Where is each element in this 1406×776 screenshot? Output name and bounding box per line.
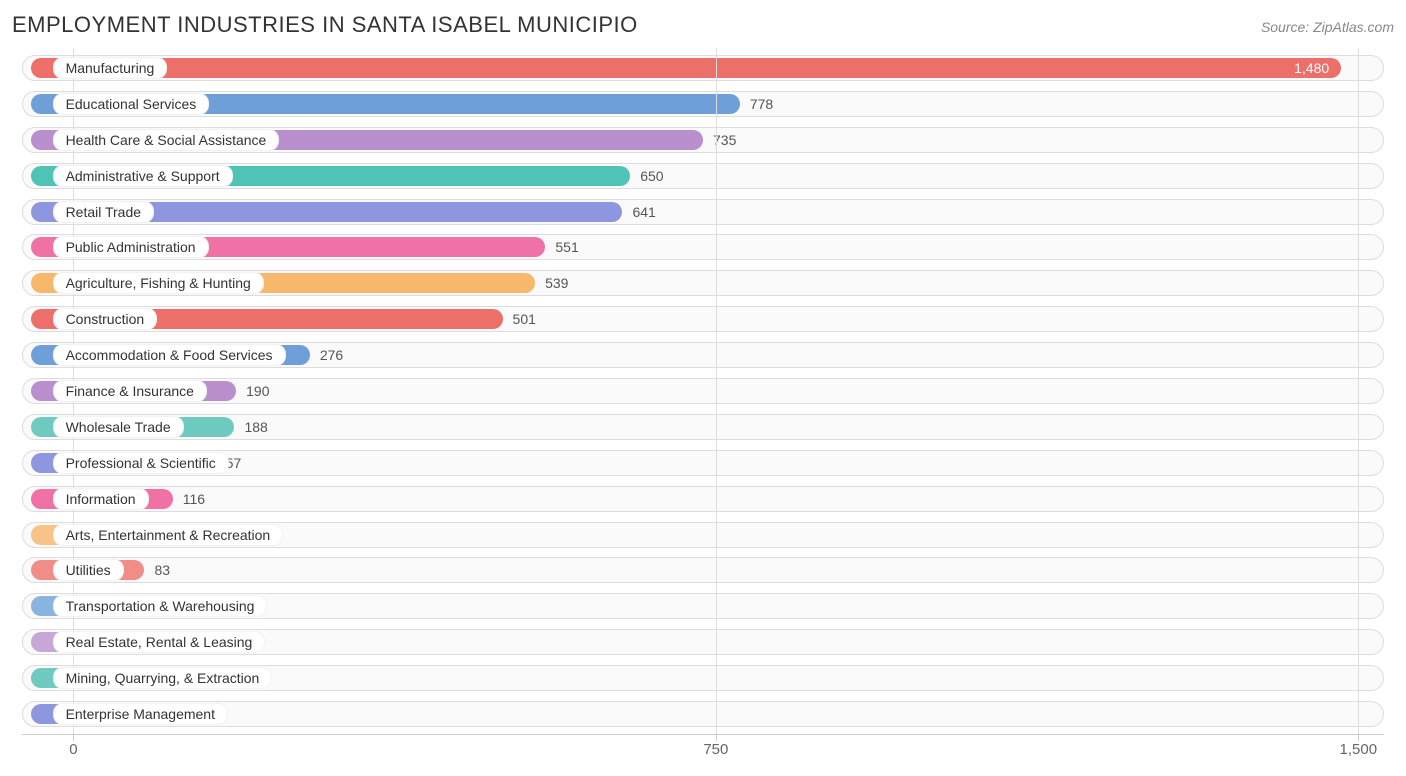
bar-label: Educational Services — [53, 93, 210, 115]
bar-cap-icon — [33, 274, 47, 292]
bar-row: Manufacturing 1,480 — [22, 53, 1384, 83]
bar-value: 778 — [750, 96, 773, 112]
bar-label: Public Administration — [53, 236, 209, 258]
bar-row: Agriculture, Fishing & Hunting 539 — [22, 268, 1384, 298]
bar-row: Wholesale Trade 188 — [22, 412, 1384, 442]
bar-cap-icon — [33, 131, 47, 149]
bar-row: Arts, Entertainment & Recreation89 — [22, 520, 1384, 550]
gridline — [1358, 48, 1359, 734]
x-axis: 0 750 1,500 — [22, 734, 1384, 768]
bar-label: Retail Trade — [53, 201, 154, 223]
chart-area: Manufacturing 1,480 Educational Services 77… — [12, 48, 1394, 768]
bar-label: Accommodation & Food Services — [53, 344, 286, 366]
bar-label: Mining, Quarrying, & Extraction — [53, 667, 273, 689]
chart-source: Source: ZipAtlas.com — [1261, 19, 1394, 35]
bar-cap-icon — [33, 95, 47, 113]
bar-cap-icon — [33, 346, 47, 364]
bar-label: Agriculture, Fishing & Hunting — [53, 272, 264, 294]
bar-cap-icon — [33, 633, 47, 651]
bar-value: 650 — [640, 168, 663, 184]
bar-label: Utilities — [53, 559, 124, 581]
bar-fill — [31, 58, 1342, 78]
chart-title: EMPLOYMENT INDUSTRIES IN SANTA ISABEL MU… — [12, 12, 638, 38]
bar-label: Enterprise Management — [53, 703, 228, 725]
chart-bars: Manufacturing 1,480 Educational Services 77… — [22, 48, 1384, 734]
bar-label: Information — [53, 488, 149, 510]
bar-cap-icon — [33, 418, 47, 436]
chart-header: EMPLOYMENT INDUSTRIES IN SANTA ISABEL MU… — [12, 12, 1394, 38]
bar-row: Professional & Scientific157 — [22, 448, 1384, 478]
bar-cap-icon — [33, 669, 47, 687]
bar-value: 276 — [320, 347, 343, 363]
bar-value: 551 — [555, 239, 578, 255]
bar-value: 501 — [513, 311, 536, 327]
bar-label: Wholesale Trade — [53, 416, 184, 438]
gridline — [716, 48, 717, 734]
bar-label: Administrative & Support — [53, 165, 233, 187]
bar-label: Professional & Scientific — [53, 452, 229, 474]
bar-row: Educational Services 778 — [22, 89, 1384, 119]
bar-row: Retail Trade 641 — [22, 197, 1384, 227]
bar-label: Finance & Insurance — [53, 380, 207, 402]
bar-cap-icon — [33, 454, 47, 472]
bar-row: Enterprise Management0 — [22, 699, 1384, 729]
bar-cap-icon — [33, 705, 47, 723]
bar-value: 190 — [246, 383, 269, 399]
bar-row: Administrative & Support 650 — [22, 161, 1384, 191]
bar-value: 641 — [632, 204, 655, 220]
bar-cap-icon — [33, 526, 47, 544]
bar-cap-icon — [33, 167, 47, 185]
bar-cap-icon — [33, 59, 47, 77]
bar-label: Real Estate, Rental & Leasing — [53, 631, 266, 653]
bar-label: Transportation & Warehousing — [53, 595, 268, 617]
bar-row: Public Administration 551 — [22, 232, 1384, 262]
bar-row: Utilities 83 — [22, 555, 1384, 585]
x-tick-label: 1,500 — [1340, 741, 1378, 758]
bar-label: Manufacturing — [53, 57, 168, 79]
bar-track — [22, 486, 1384, 512]
bar-value: 188 — [244, 419, 267, 435]
bar-value: 539 — [545, 275, 568, 291]
bar-value: 1,480 — [1294, 60, 1329, 76]
chart-plot: Manufacturing 1,480 Educational Services 77… — [22, 48, 1384, 734]
bar-row: Real Estate, Rental & Leasing36 — [22, 627, 1384, 657]
bar-cap-icon — [33, 238, 47, 256]
bar-cap-icon — [33, 382, 47, 400]
bar-label: Arts, Entertainment & Recreation — [53, 524, 284, 546]
bar-track — [22, 557, 1384, 583]
bar-row: Accommodation & Food Services 276 — [22, 340, 1384, 370]
bar-label: Construction — [53, 308, 158, 330]
bar-cap-icon — [33, 310, 47, 328]
bar-row: Health Care & Social Assistance735 — [22, 125, 1384, 155]
bar-label: Health Care & Social Assistance — [53, 129, 280, 151]
bar-cap-icon — [33, 490, 47, 508]
bar-row: Construction 501 — [22, 304, 1384, 334]
bar-value: 83 — [154, 562, 170, 578]
bar-row: Finance & Insurance 190 — [22, 376, 1384, 406]
bar-row: Information 116 — [22, 484, 1384, 514]
bar-row: Transportation & Warehousing55 — [22, 591, 1384, 621]
bar-value: 116 — [183, 491, 205, 507]
bar-cap-icon — [33, 561, 47, 579]
bar-cap-icon — [33, 203, 47, 221]
x-tick-label: 0 — [69, 741, 77, 758]
x-tick-label: 750 — [703, 741, 728, 758]
bar-cap-icon — [33, 597, 47, 615]
bar-row: Mining, Quarrying, & Extraction0 — [22, 663, 1384, 693]
